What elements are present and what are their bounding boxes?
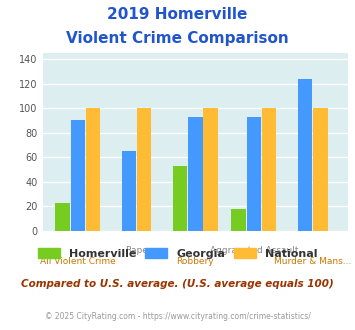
Bar: [86, 108, 100, 231]
Text: 2019 Homerville: 2019 Homerville: [107, 7, 248, 21]
Bar: [188, 117, 202, 231]
Text: © 2025 CityRating.com - https://www.cityrating.com/crime-statistics/: © 2025 CityRating.com - https://www.city…: [45, 312, 310, 321]
Bar: [55, 203, 70, 231]
Text: Robbery: Robbery: [176, 257, 214, 266]
Bar: [262, 108, 277, 231]
Bar: [203, 108, 218, 231]
Bar: [137, 108, 152, 231]
Text: Compared to U.S. average. (U.S. average equals 100): Compared to U.S. average. (U.S. average …: [21, 279, 334, 289]
Bar: [122, 151, 136, 231]
Bar: [71, 120, 85, 231]
Bar: [247, 117, 261, 231]
Text: Murder & Mans...: Murder & Mans...: [274, 257, 351, 266]
Text: Violent Crime Comparison: Violent Crime Comparison: [66, 31, 289, 46]
Bar: [313, 108, 328, 231]
Bar: [173, 166, 187, 231]
Text: Rape: Rape: [125, 246, 148, 255]
Text: All Violent Crime: All Violent Crime: [40, 257, 116, 266]
Bar: [298, 79, 312, 231]
Bar: [231, 209, 246, 231]
Legend: Homerville, Georgia, National: Homerville, Georgia, National: [38, 248, 317, 259]
Text: Aggravated Assault: Aggravated Assault: [210, 246, 298, 255]
